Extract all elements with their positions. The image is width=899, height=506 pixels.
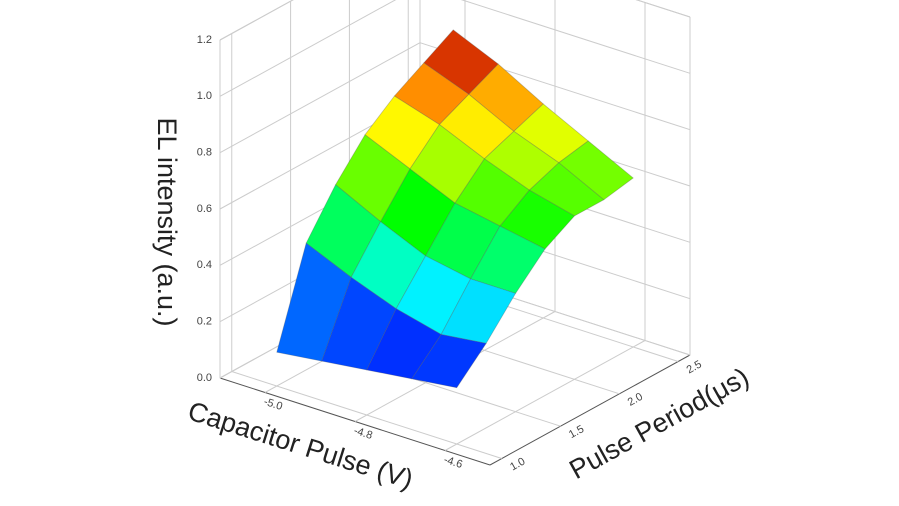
grid-line xyxy=(219,0,397,97)
y-tick-label: 2.5 xyxy=(685,358,704,376)
y-axis-title: Pulse Period(μs) xyxy=(564,362,754,485)
z-tick-label: 0.2 xyxy=(197,316,212,328)
z-tick-label: 0.8 xyxy=(197,147,212,159)
x-axis-title: Capacitor Pulse (V) xyxy=(184,396,416,495)
x-tick-label: -5.0 xyxy=(262,396,284,413)
z-tick-label: 0.0 xyxy=(197,372,212,384)
z-tick-label: 1.2 xyxy=(197,34,212,46)
grid-line xyxy=(219,0,294,41)
z-axis-title: EL intensity (a.u.) xyxy=(152,117,182,326)
surface-patch xyxy=(440,278,517,344)
surface-patch xyxy=(411,334,487,389)
x-tick-label: -4.6 xyxy=(442,454,464,471)
grid-line xyxy=(444,340,646,451)
x-tick-label: -4.8 xyxy=(352,425,374,442)
z-tick-label: 0.4 xyxy=(197,259,212,271)
surface-patch xyxy=(470,225,546,294)
z-tick-label: 0.6 xyxy=(197,203,212,215)
axis-line xyxy=(489,354,691,466)
y-tick-label: 1.5 xyxy=(567,423,586,441)
axis-line xyxy=(219,0,294,41)
surface-patch xyxy=(499,189,576,250)
surface-patch xyxy=(558,140,634,201)
y-tick-label: 2.0 xyxy=(626,391,645,409)
grid-line xyxy=(219,42,421,154)
z-tick-label: 1.0 xyxy=(197,90,212,102)
y-tick-label: 1.0 xyxy=(508,455,527,473)
grid-line xyxy=(231,371,502,460)
